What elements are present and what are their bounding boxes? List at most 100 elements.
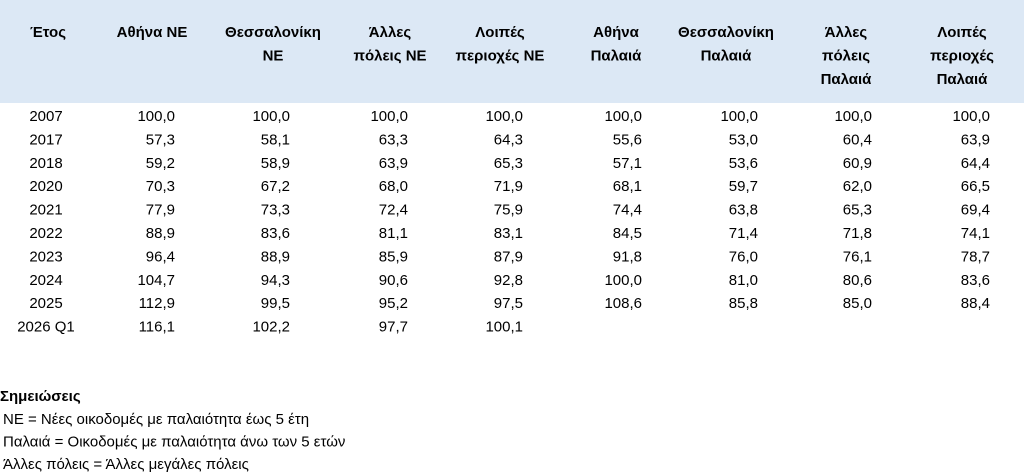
cell-value: 64,4 xyxy=(961,155,990,172)
cell-value: 71,8 xyxy=(843,225,872,242)
row-year: 2017 xyxy=(29,131,62,148)
cell-value: 83,6 xyxy=(261,225,290,242)
cell-value: 87,9 xyxy=(494,248,523,265)
note-line: Παλαιά = Οικοδομές με παλαιότητα άνω των… xyxy=(3,433,345,450)
cell-value: 102,2 xyxy=(252,319,290,336)
cell-value: 100,0 xyxy=(952,108,990,125)
column-header: Παλαιά xyxy=(701,47,753,64)
cell-value: 100,1 xyxy=(485,319,523,336)
cell-value: 100,0 xyxy=(604,108,642,125)
cell-value: 85,0 xyxy=(843,295,872,312)
cell-value: 53,6 xyxy=(729,155,758,172)
cell-value: 63,9 xyxy=(961,131,990,148)
cell-value: 58,9 xyxy=(261,155,290,172)
cell-value: 58,1 xyxy=(261,131,290,148)
cell-value: 85,9 xyxy=(379,248,408,265)
cell-value: 83,6 xyxy=(961,272,990,289)
cell-value: 99,5 xyxy=(261,295,290,312)
cell-value: 88,9 xyxy=(261,248,290,265)
column-header: Λοιπές xyxy=(475,24,525,41)
cell-value: 90,6 xyxy=(379,272,408,289)
row-year: 2022 xyxy=(29,225,62,242)
cell-value: 88,4 xyxy=(961,295,990,312)
cell-value: 112,9 xyxy=(139,295,175,312)
column-header: Λοιπές xyxy=(937,24,987,41)
row-year: 2026 Q1 xyxy=(17,319,75,336)
column-header: Άλλες xyxy=(825,24,868,41)
cell-value: 73,3 xyxy=(261,202,290,219)
cell-value: 80,6 xyxy=(843,272,872,289)
cell-value: 97,7 xyxy=(379,319,408,336)
cell-value: 95,2 xyxy=(379,295,408,312)
cell-value: 75,9 xyxy=(494,202,523,219)
cell-value: 81,1 xyxy=(379,225,408,242)
column-header: ΝΕ xyxy=(263,47,284,64)
cell-value: 76,1 xyxy=(843,248,872,265)
column-header: περιοχές xyxy=(930,47,994,64)
cell-value: 71,9 xyxy=(494,178,523,195)
cell-value: 108,6 xyxy=(604,295,642,312)
cell-value: 62,0 xyxy=(843,178,872,195)
column-header: Παλαιά xyxy=(591,47,643,64)
row-year: 2007 xyxy=(29,108,62,125)
column-header: Αθήνα ΝΕ xyxy=(117,24,188,41)
cell-value: 69,4 xyxy=(961,202,990,219)
column-header: Αθήνα xyxy=(593,24,639,41)
note-line: ΝΕ = Νέες οικοδομές με παλαιότητα έως 5 … xyxy=(3,411,309,428)
column-header: πόλεις xyxy=(822,47,870,64)
cell-value: 55,6 xyxy=(613,131,642,148)
cell-value: 85,8 xyxy=(729,295,758,312)
notes-title: Σημειώσεις xyxy=(0,388,81,405)
cell-value: 64,3 xyxy=(494,131,523,148)
cell-value: 100,0 xyxy=(137,108,175,125)
column-header: περιοχές ΝΕ xyxy=(456,47,545,64)
cell-value: 97,5 xyxy=(494,295,523,312)
cell-value: 83,1 xyxy=(494,225,523,242)
cell-value: 63,3 xyxy=(379,131,408,148)
cell-value: 63,8 xyxy=(729,202,758,219)
header-band xyxy=(0,0,1024,103)
note-line: Άλλες πόλεις = Άλλες μεγάλες πόλεις xyxy=(3,456,249,473)
row-year: 2020 xyxy=(29,178,62,195)
cell-value: 66,5 xyxy=(961,178,990,195)
cell-value: 60,4 xyxy=(843,131,872,148)
cell-value: 68,0 xyxy=(379,178,408,195)
column-header: Θεσσαλονίκη xyxy=(225,24,321,41)
cell-value: 96,4 xyxy=(146,248,175,265)
cell-value: 104,7 xyxy=(137,272,175,289)
cell-value: 77,9 xyxy=(146,202,175,219)
column-header: Παλαιά xyxy=(821,71,873,88)
cell-value: 91,8 xyxy=(613,248,642,265)
column-header: Θεσσαλονίκη xyxy=(678,24,774,41)
cell-value: 60,9 xyxy=(843,155,872,172)
cell-value: 57,3 xyxy=(146,131,175,148)
column-header: Έτος xyxy=(30,24,66,41)
cell-value: 70,3 xyxy=(146,178,175,195)
cell-value: 88,9 xyxy=(146,225,175,242)
cell-value: 84,5 xyxy=(613,225,642,242)
row-year: 2023 xyxy=(29,248,62,265)
cell-value: 59,2 xyxy=(146,155,175,172)
cell-value: 74,1 xyxy=(961,225,990,242)
cell-value: 94,3 xyxy=(261,272,290,289)
cell-value: 53,0 xyxy=(729,131,758,148)
cell-value: 65,3 xyxy=(494,155,523,172)
cell-value: 116,1 xyxy=(139,319,175,336)
cell-value: 67,2 xyxy=(261,178,290,195)
cell-value: 100,0 xyxy=(720,108,758,125)
row-year: 2025 xyxy=(29,295,62,312)
cell-value: 78,7 xyxy=(961,248,990,265)
cell-value: 81,0 xyxy=(729,272,758,289)
cell-value: 76,0 xyxy=(729,248,758,265)
row-year: 2021 xyxy=(29,202,62,219)
cell-value: 74,4 xyxy=(613,202,642,219)
cell-value: 92,8 xyxy=(494,272,523,289)
column-header: Άλλες xyxy=(369,24,412,41)
cell-value: 72,4 xyxy=(379,202,408,219)
cell-value: 63,9 xyxy=(379,155,408,172)
cell-value: 100,0 xyxy=(834,108,872,125)
column-header: Παλαιά xyxy=(937,71,989,88)
cell-value: 100,0 xyxy=(485,108,523,125)
cell-value: 68,1 xyxy=(613,178,642,195)
